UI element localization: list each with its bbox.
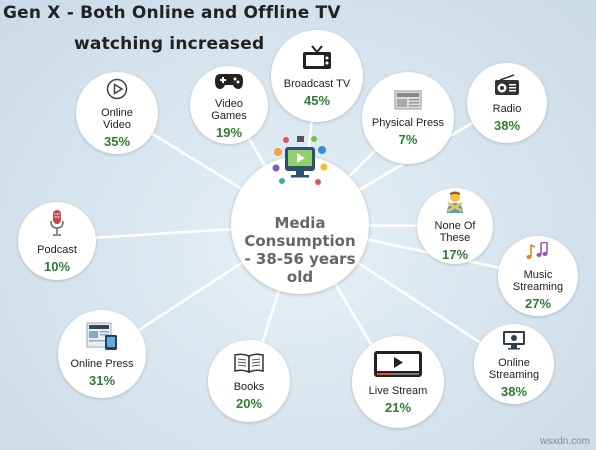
node-radio: Radio 38% [467,63,547,143]
node-podcast: Podcast 10% [18,202,96,280]
node-label: Music Streaming [512,268,564,293]
node-label: Physical Press [371,116,445,129]
node-value: 35% [103,133,131,149]
page-title: Gen X - Both Online and Offline TV [3,3,341,23]
watermark: wsxdn.com [539,436,590,447]
book-icon [234,352,264,378]
node-value: 31% [88,372,116,388]
node-label: Broadcast TV [283,77,351,90]
center-label: Media Consumption - 38-56 years old [244,214,356,286]
gamepad-icon [214,71,244,95]
node-label: Books [233,380,265,393]
node-label: Online Video [101,106,133,131]
node-online-press: Online Press 31% [58,310,146,398]
node-label: Online Press [70,357,134,370]
page-title-continued: watching increased [74,34,265,54]
monitor-icon [502,330,526,354]
node-label: None Of These [434,219,476,244]
node-value: 27% [524,295,552,311]
node-label: Video Games [211,97,247,122]
node-value: 21% [384,399,412,415]
node-label: Online Streaming [488,356,540,381]
node-video-games: Video Games 19% [190,66,268,144]
microphone-icon [49,209,65,241]
radio-icon [494,73,520,100]
node-value: 19% [215,124,243,140]
node-physical-press: Physical Press 7% [362,72,454,164]
node-label: Podcast [37,243,77,256]
node-value: 38% [500,383,528,399]
video-player-icon [373,350,423,382]
node-value: 45% [303,92,331,108]
node-broadcast-tv: Broadcast TV 45% [271,30,363,122]
node-books: Books 20% [208,340,290,422]
node-value: 20% [235,395,263,411]
music-notes-icon [525,240,551,266]
node-none-of-these: None Of These 17% [417,188,493,264]
node-value: 7% [398,131,418,147]
person-shrug-icon [443,191,467,217]
newspaper-icon [394,90,422,114]
node-live-stream: Live Stream 21% [352,336,444,428]
node-value: 10% [43,258,71,274]
node-online-video: Online Video 35% [76,72,158,154]
tv-icon [302,44,332,75]
tablet-news-icon [85,321,119,355]
play-icon [106,78,128,104]
center-hub [231,156,369,294]
node-online-streaming: Online Streaming 38% [474,324,554,404]
node-value: 38% [493,117,521,133]
node-value: 17% [441,246,469,262]
node-music-streaming: Music Streaming 27% [498,236,578,316]
node-label: Live Stream [368,384,428,397]
media-collage-icon [270,134,330,196]
node-label: Radio [492,102,522,115]
